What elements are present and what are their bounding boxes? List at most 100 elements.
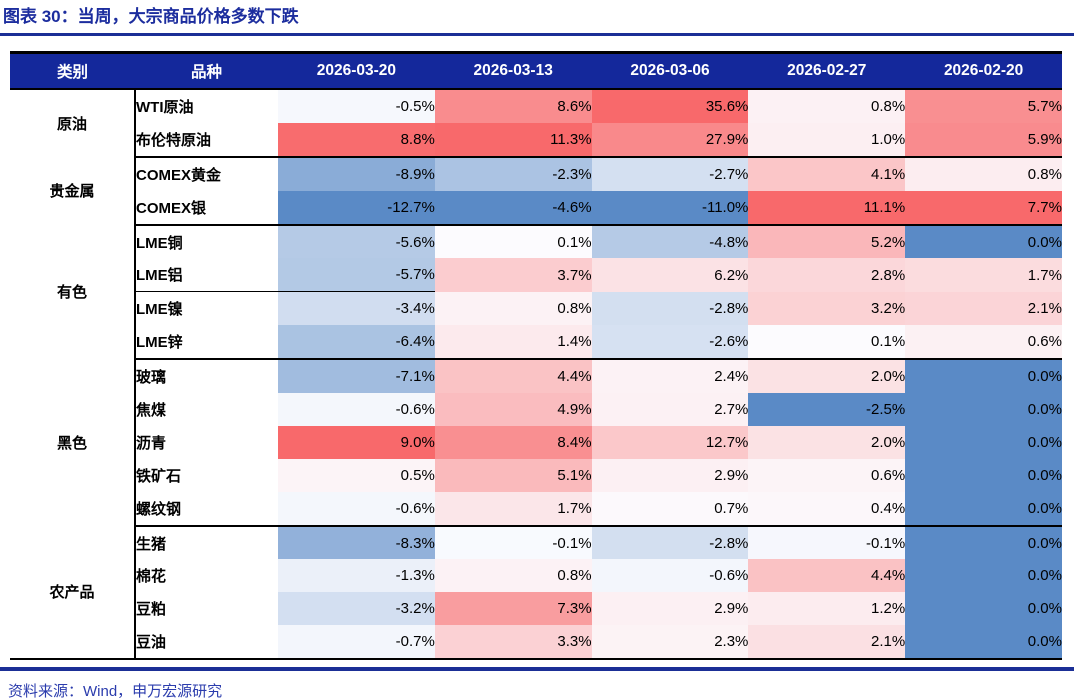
value-cell: -0.1% <box>748 525 906 560</box>
value-cell: 2.7% <box>591 393 749 426</box>
header-row: 类别 品种 2026-03-20 2026-03-13 2026-03-06 2026-0… <box>10 52 1062 90</box>
column-header: 2026-03-13 <box>434 52 592 90</box>
column-header: 类别 <box>10 52 135 90</box>
value-cell: -8.9% <box>278 156 435 191</box>
variety-cell: COMEX银 <box>135 190 278 226</box>
variety-cell: 布伦特原油 <box>135 122 278 158</box>
value-cell: 8.8% <box>278 122 435 158</box>
variety-cell: LME铜 <box>135 224 278 259</box>
value-cell: -11.0% <box>591 190 749 226</box>
table-row: 农产品 生猪 -8.3% -0.1% -2.8% -0.1% 0.0% <box>10 525 1062 660</box>
value-cell: -5.6% <box>278 224 435 259</box>
value-cell: 4.1% <box>748 156 906 191</box>
value-cell: 27.9% <box>591 122 749 158</box>
value-cell: 2.1% <box>748 625 906 661</box>
value-cell: 1.0% <box>748 122 906 158</box>
value-cell: -2.6% <box>591 325 749 361</box>
value-cell: 3.7% <box>434 258 592 292</box>
value-cell: -5.7% <box>278 258 435 293</box>
value-cell: 8.6% <box>434 89 592 123</box>
category-cell: 原油 <box>10 89 136 157</box>
value-cell: 0.8% <box>905 156 1062 191</box>
variety-cell: 棉花 <box>135 559 278 593</box>
table-row: 沥青 9.0% 8.4% 12.7% 2.0% 0.0% <box>10 425 1062 459</box>
value-cell: -3.2% <box>278 592 435 626</box>
figure-title: 图表 30：当周，大宗商品价格多数下跌 <box>3 7 299 26</box>
value-cell: 0.4% <box>748 491 906 527</box>
value-cell: -2.8% <box>591 291 749 326</box>
value-cell: 0.7% <box>591 491 749 527</box>
column-header: 品种 <box>135 52 278 90</box>
variety-cell: 豆粕 <box>135 592 278 626</box>
value-cell: -4.6% <box>434 190 592 226</box>
value-cell: 3.3% <box>434 625 592 661</box>
table-header: 类别 品种 2026-03-20 2026-03-13 2026-03-06 2026-0… <box>10 52 1062 90</box>
column-header: 2026-03-20 <box>278 52 435 90</box>
table-row: 铁矿石 0.5% 5.1% 2.9% 0.6% 0.0% <box>10 458 1062 492</box>
value-cell: 0.0% <box>905 224 1062 259</box>
value-cell: 0.6% <box>905 325 1062 361</box>
variety-cell: LME镍 <box>135 291 278 326</box>
variety-cell: 玻璃 <box>135 359 278 394</box>
value-cell: 0.8% <box>434 291 592 326</box>
commodity-price-table: 类别 品种 2026-03-20 2026-03-13 2026-03-06 2026-0… <box>10 51 1062 661</box>
value-cell: -4.8% <box>591 224 749 259</box>
value-cell: 5.1% <box>434 458 592 492</box>
variety-cell: 沥青 <box>135 425 278 459</box>
category-cell: 黑色 <box>10 359 136 526</box>
value-cell: 1.2% <box>748 592 906 626</box>
value-cell: 0.1% <box>434 224 592 259</box>
value-cell: -2.8% <box>591 525 749 560</box>
value-cell: 12.7% <box>591 425 749 459</box>
value-cell: 0.0% <box>905 425 1062 459</box>
column-header: 2026-02-27 <box>748 52 906 90</box>
variety-cell: 焦煤 <box>135 393 278 426</box>
value-cell: -2.3% <box>434 156 592 191</box>
table-row: 原油 WTI原油 -0.5% 8.6% 35.6% 0.8% 5.7% <box>10 89 1062 157</box>
category-cell: 贵金属 <box>10 156 136 225</box>
value-cell: 35.6% <box>591 89 749 123</box>
value-cell: 0.0% <box>905 592 1062 626</box>
value-cell: 3.2% <box>748 291 906 326</box>
table-row: LME镍 -3.4% 0.8% -2.8% 3.2% 2.1% <box>10 291 1062 326</box>
variety-cell: WTI原油 <box>135 89 278 123</box>
table-row: 豆粕 -3.2% 7.3% 2.9% 1.2% 0.0% <box>10 592 1062 626</box>
table-row: LME锌 -6.4% 1.4% -2.6% 0.1% 0.6% <box>10 325 1062 361</box>
variety-cell: LME锌 <box>135 325 278 361</box>
value-cell: 4.4% <box>434 359 592 394</box>
value-cell: -2.7% <box>591 156 749 191</box>
value-cell: 0.0% <box>905 458 1062 492</box>
table-row: 焦煤 -0.6% 4.9% 2.7% -2.5% 0.0% <box>10 393 1062 426</box>
table-row: 黑色 玻璃 -7.1% 4.4% 2.4% 2.0% 0.0% <box>10 359 1062 526</box>
value-cell: 0.1% <box>748 325 906 361</box>
table-row: 豆油 -0.7% 3.3% 2.3% 2.1% 0.0% <box>10 625 1062 661</box>
column-header: 2026-03-06 <box>591 52 749 90</box>
value-cell: 6.2% <box>591 258 749 292</box>
value-cell: -6.4% <box>278 325 435 361</box>
value-cell: 0.0% <box>905 625 1062 661</box>
table-row: 贵金属 COMEX黄金 -8.9% -2.3% -2.7% 4.1% 0.8% <box>10 156 1062 225</box>
column-header: 2026-02-20 <box>905 52 1062 90</box>
variety-cell: 铁矿石 <box>135 458 278 492</box>
variety-cell: COMEX黄金 <box>135 156 278 191</box>
footer-rule <box>0 667 1074 672</box>
value-cell: 1.7% <box>434 491 592 527</box>
variety-cell: 生猪 <box>135 525 278 560</box>
value-cell: 4.9% <box>434 393 592 426</box>
variety-cell: 豆油 <box>135 625 278 661</box>
value-cell: -0.6% <box>591 559 749 593</box>
value-cell: 2.9% <box>591 592 749 626</box>
variety-cell: LME铝 <box>135 258 278 293</box>
value-cell: 5.9% <box>905 122 1062 158</box>
title-underline <box>0 33 1074 36</box>
value-cell: 7.7% <box>905 190 1062 226</box>
value-cell: 2.3% <box>591 625 749 661</box>
value-cell: 2.0% <box>748 359 906 394</box>
table-row: COMEX银 -12.7% -4.6% -11.0% 11.1% 7.7% <box>10 190 1062 226</box>
value-cell: 0.0% <box>905 393 1062 426</box>
variety-cell: 螺纹钢 <box>135 491 278 527</box>
value-cell: -0.1% <box>434 525 592 560</box>
value-cell: 5.2% <box>748 224 906 259</box>
value-cell: 11.3% <box>434 122 592 158</box>
table-body: 原油 WTI原油 -0.5% 8.6% 35.6% 0.8% 5.7% 布伦特原油 8.8% 11… <box>10 89 1062 661</box>
